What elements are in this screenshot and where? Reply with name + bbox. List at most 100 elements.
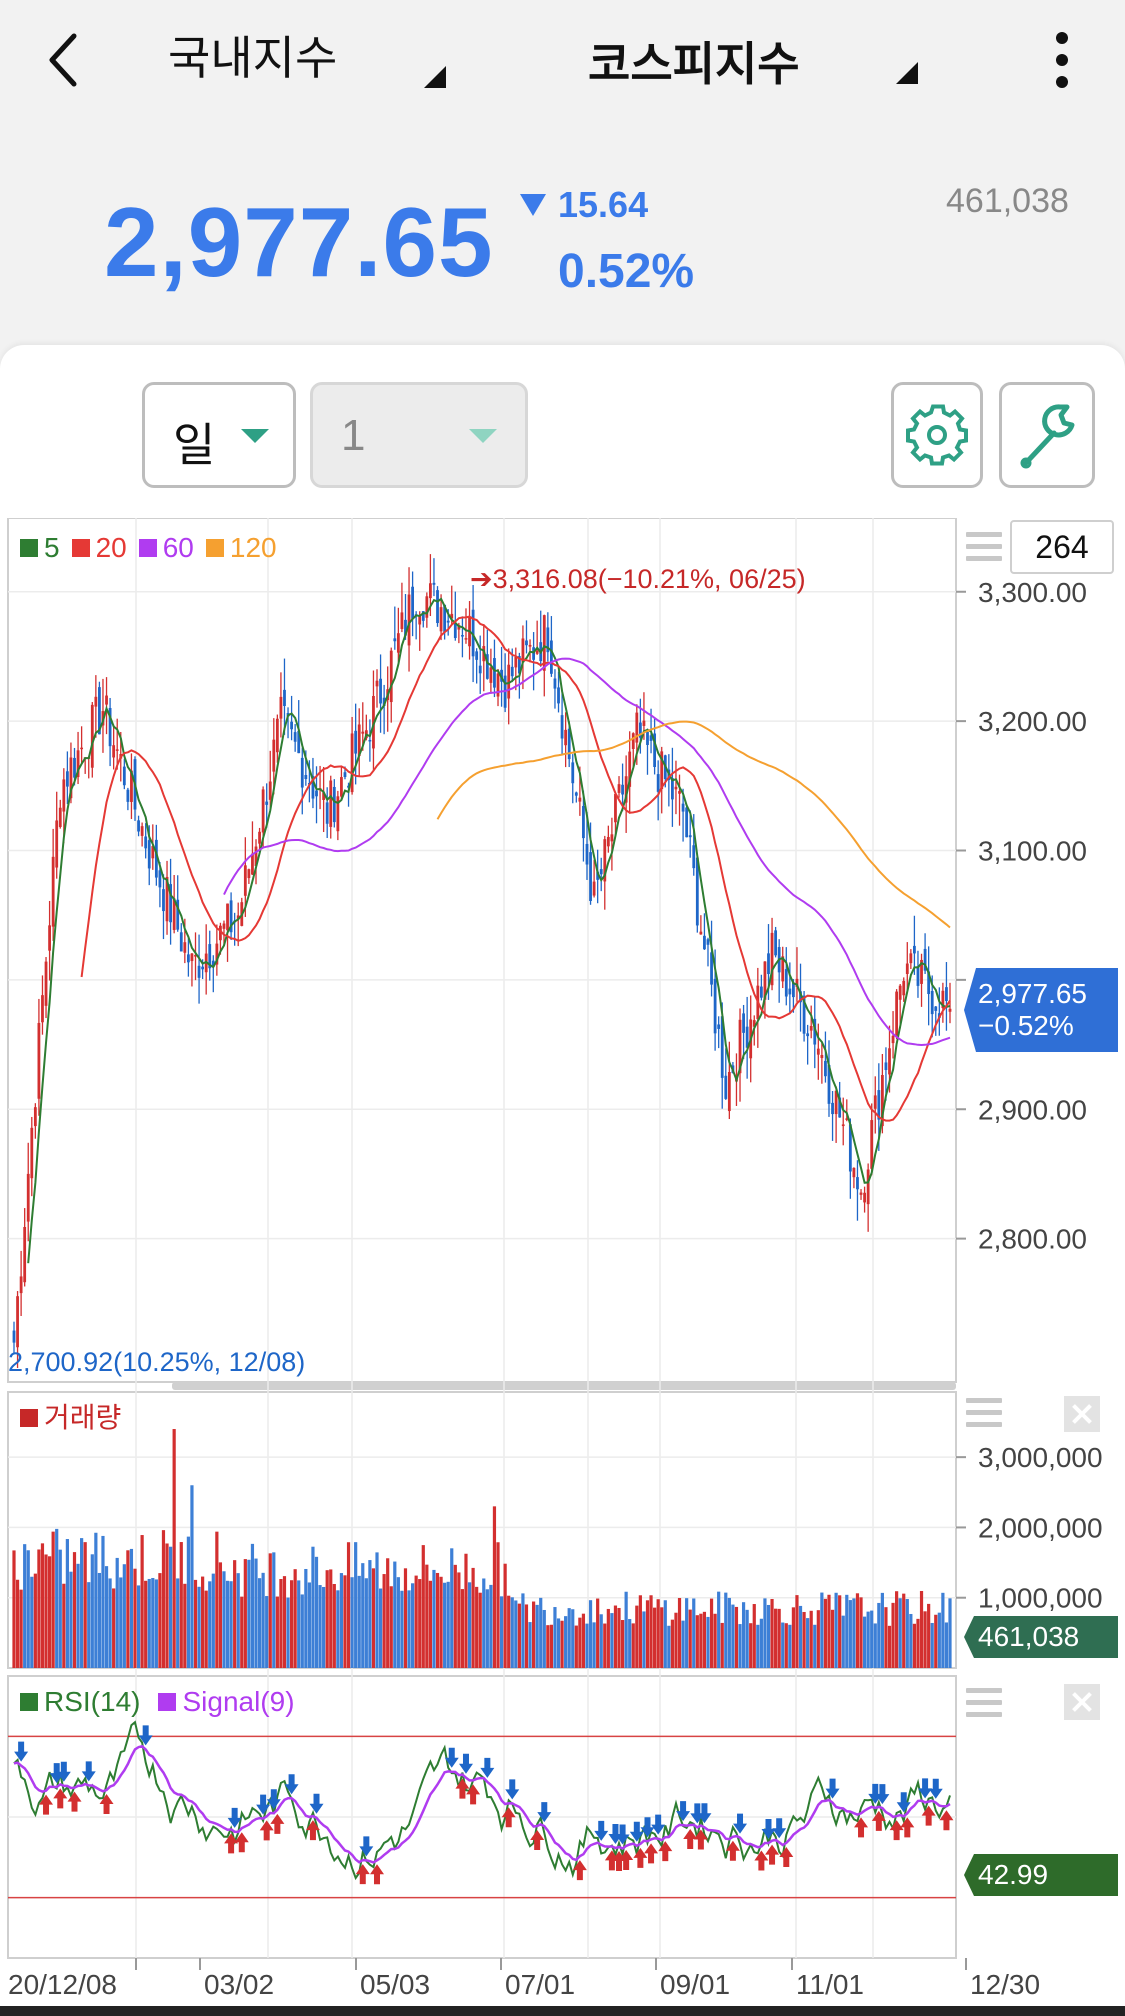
sell-arrow-icon xyxy=(640,1817,655,1838)
candle-body xyxy=(856,1177,859,1190)
candle-body xyxy=(453,623,457,639)
sell-arrow-icon xyxy=(615,1824,630,1845)
candle-body xyxy=(251,853,254,875)
sell-arrow-icon xyxy=(896,1792,911,1813)
candle-body xyxy=(165,876,169,922)
candle-body xyxy=(62,779,66,812)
volume-bar xyxy=(699,1613,703,1668)
candle-body xyxy=(809,1025,813,1031)
candle-body xyxy=(898,985,902,1000)
candle-body xyxy=(770,932,774,986)
candle-body xyxy=(211,960,215,967)
hamburger-icon[interactable] xyxy=(966,532,1002,568)
candle-body xyxy=(172,898,176,930)
close-icon[interactable] xyxy=(1064,1684,1100,1720)
x-tick-label: 20/12/08 xyxy=(8,1969,117,2000)
sell-arrow-icon xyxy=(444,1747,459,1768)
candle-body xyxy=(226,903,229,931)
volume-bar xyxy=(852,1598,856,1668)
candle-body xyxy=(799,991,802,1003)
x-tick-label: 05/03 xyxy=(360,1969,430,2000)
volume-bar xyxy=(346,1542,351,1668)
period-select[interactable]: 일 xyxy=(142,382,296,488)
candle-body xyxy=(913,945,916,954)
chart-area[interactable]: 3,300.00 3,200.00 3,100.00 2,900.00 2,800.00… xyxy=(0,518,1125,2006)
volume-bar xyxy=(151,1577,155,1668)
index-dropdown-caret-icon[interactable] xyxy=(896,62,918,84)
volume-bar xyxy=(289,1580,294,1668)
buy-arrow-icon xyxy=(53,1788,68,1809)
volume-bar xyxy=(375,1552,379,1668)
candle-body xyxy=(535,650,539,654)
volume-bar xyxy=(866,1611,870,1668)
candle-body xyxy=(493,658,496,688)
volume-legend: 거래량 xyxy=(20,1396,121,1436)
candle-body xyxy=(656,774,660,792)
candle-body xyxy=(784,969,788,997)
sell-arrow-icon xyxy=(256,1794,271,1815)
candle-body xyxy=(557,687,560,704)
interval-select[interactable]: 1 xyxy=(310,382,528,488)
sell-arrow-icon xyxy=(537,1802,552,1823)
back-arrow-icon[interactable] xyxy=(44,30,84,90)
candle-body xyxy=(151,846,155,859)
candle-body xyxy=(660,751,664,790)
candle-body xyxy=(219,925,222,941)
candle-body xyxy=(781,956,785,982)
market-dropdown[interactable]: 국내지수 xyxy=(168,31,338,85)
candle-body xyxy=(574,792,578,796)
volume-bar xyxy=(724,1592,728,1668)
settings-button[interactable] xyxy=(891,382,983,488)
candle-body xyxy=(443,604,447,633)
volume-bar xyxy=(378,1588,383,1668)
hamburger-icon[interactable] xyxy=(966,1398,1002,1434)
gear-icon xyxy=(906,404,968,466)
volume-bar xyxy=(923,1611,927,1668)
volume-bar xyxy=(407,1590,411,1668)
buy-arrow-icon xyxy=(921,1805,936,1826)
candle-body xyxy=(848,1124,852,1172)
sell-arrow-icon xyxy=(56,1761,71,1782)
candle-body xyxy=(774,930,778,956)
more-vertical-icon[interactable] xyxy=(1048,30,1076,90)
volume-bar xyxy=(912,1623,917,1668)
volume-bar xyxy=(873,1623,877,1668)
candle-body xyxy=(795,978,799,987)
market-dropdown-caret-icon[interactable] xyxy=(424,66,446,88)
candle-body xyxy=(816,1048,820,1055)
candle-body xyxy=(934,1006,938,1011)
sell-arrow-icon xyxy=(266,1789,281,1810)
candle-body xyxy=(19,1276,23,1294)
volume-bar xyxy=(546,1625,550,1668)
candle-body xyxy=(98,687,101,735)
sell-arrow-icon xyxy=(928,1778,943,1799)
close-icon[interactable] xyxy=(1064,1396,1100,1432)
buy-arrow-icon xyxy=(765,1844,780,1865)
volume-bar xyxy=(560,1620,564,1668)
candle-body xyxy=(144,836,148,849)
candle-body xyxy=(845,1118,849,1120)
drawing-tools-button[interactable] xyxy=(999,382,1095,488)
chart-count-input[interactable]: 264 xyxy=(1010,520,1114,574)
volume-bar xyxy=(599,1614,603,1668)
candle-body xyxy=(866,1169,870,1205)
volume-bar xyxy=(457,1572,461,1668)
volume-bar xyxy=(524,1604,529,1668)
volume-bar xyxy=(332,1583,336,1668)
candle-body xyxy=(80,747,84,750)
candle-body xyxy=(870,1120,874,1169)
candle-body xyxy=(222,923,226,929)
index-dropdown[interactable]: 코스피지수 xyxy=(588,37,800,91)
volume-bar xyxy=(339,1573,344,1668)
volume-bar xyxy=(845,1594,849,1668)
volume-bar xyxy=(272,1552,276,1668)
candle-body xyxy=(464,638,468,640)
hamburger-icon[interactable] xyxy=(966,1688,1002,1724)
volume-bar xyxy=(521,1593,525,1668)
volume-bar xyxy=(919,1590,924,1668)
legend-ma5: 5 xyxy=(20,532,60,564)
sell-arrow-icon xyxy=(359,1836,374,1857)
volume-bar xyxy=(880,1592,884,1668)
volume-bar xyxy=(104,1566,109,1668)
volume-bar xyxy=(507,1595,511,1668)
